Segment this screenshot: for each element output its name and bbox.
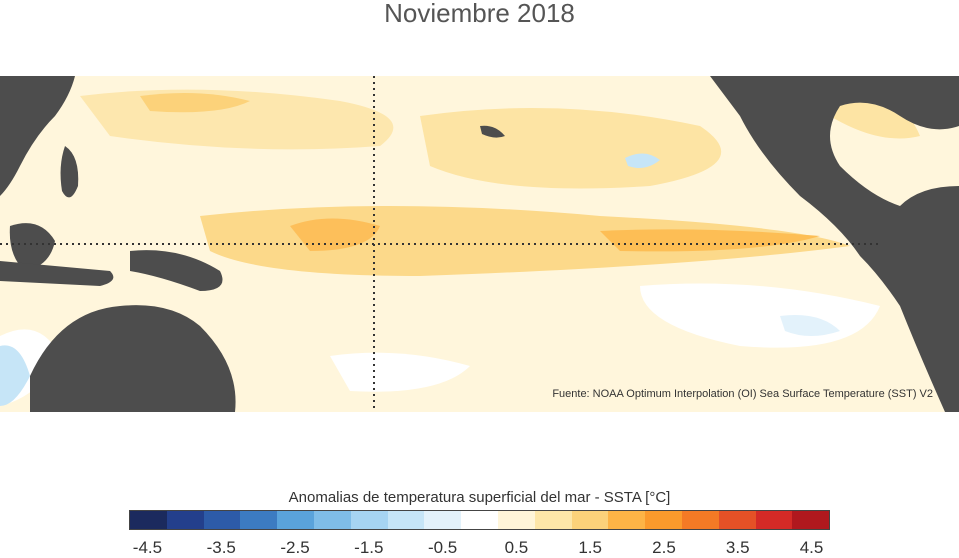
colorbar-swatch xyxy=(755,511,793,529)
colorbar-swatch xyxy=(792,511,830,529)
colorbar-swatch xyxy=(571,511,609,529)
colorbar-tick-label: 2.5 xyxy=(652,538,676,557)
colorbar-tick-label: -4.5 xyxy=(132,538,163,557)
colorbar-tick-label: 3.5 xyxy=(725,538,750,557)
colorbar xyxy=(129,510,830,530)
colorbar-swatch xyxy=(534,511,572,529)
philippines-land xyxy=(60,146,79,198)
cool-patch xyxy=(780,315,840,336)
colorbar-swatch xyxy=(461,511,498,529)
colorbar-swatch xyxy=(313,511,351,529)
cool-patch xyxy=(625,153,660,168)
colorbar-swatch xyxy=(166,511,204,529)
colorbar-swatch xyxy=(350,511,388,529)
colorbar-swatch xyxy=(497,511,535,529)
colorbar-tick-label: 4.5 xyxy=(799,538,824,557)
indonesia-islands xyxy=(0,261,114,286)
australia-land xyxy=(30,305,236,412)
colorbar-swatch xyxy=(718,511,756,529)
hawaii-islands xyxy=(480,125,505,138)
map-title: Noviembre 2018 xyxy=(384,0,575,28)
colorbar-tick-label: 0.5 xyxy=(504,538,529,557)
colorbar-swatch xyxy=(240,511,278,529)
colorbar-swatch xyxy=(681,511,719,529)
colorbar-swatch xyxy=(424,511,462,529)
colorbar-swatch xyxy=(645,511,682,529)
colorbar-swatch xyxy=(608,511,646,529)
warm-patch xyxy=(600,229,820,252)
neutral-patch xyxy=(330,352,470,392)
colorbar-tick-label: -1.5 xyxy=(354,538,384,557)
asia-land xyxy=(0,76,75,196)
colorbar-title: Anomalias de temperatura superficial del… xyxy=(288,489,671,506)
colorbar-tick-label: -2.5 xyxy=(280,538,310,557)
warm-patch xyxy=(290,218,380,251)
colorbar-swatch xyxy=(277,511,314,529)
cool-patch xyxy=(0,345,30,406)
borneo-land xyxy=(9,223,55,271)
warm-patch xyxy=(140,92,250,113)
landmasses xyxy=(0,76,959,412)
colorbar-tick-label: -0.5 xyxy=(427,538,458,557)
source-note: Fuente: NOAA Optimum Interpolation (OI) … xyxy=(552,388,933,400)
new-guinea-land xyxy=(130,250,223,291)
colorbar-swatch xyxy=(130,511,167,529)
colorbar-ticks: -4.5 -3.5 -2.5 -1.5 -0.5 0.5 1.5 2.5 3.5 4.5 xyxy=(0,538,959,558)
north-america-land xyxy=(710,76,959,412)
warm-patch xyxy=(420,108,722,189)
colorbar-tick-label: -3.5 xyxy=(206,538,236,557)
colorbar-swatch xyxy=(387,511,425,529)
colorbar-tick-label: 1.5 xyxy=(578,538,602,557)
sst-anomaly-map xyxy=(0,76,959,412)
colorbar-swatch xyxy=(203,511,241,529)
